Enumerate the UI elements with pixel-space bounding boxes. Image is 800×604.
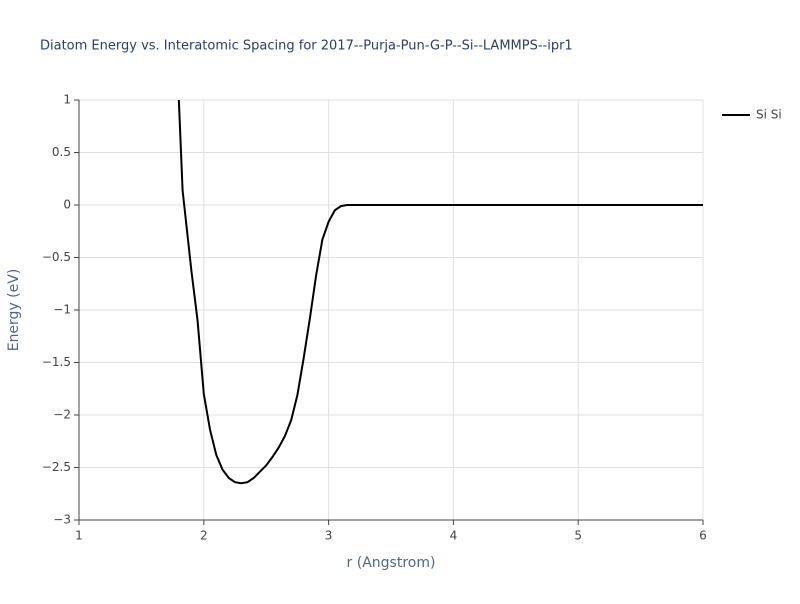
legend-label: Si Si — [756, 108, 782, 122]
y-tick-label: −2.5 — [42, 460, 71, 474]
y-tick-label: 0.5 — [52, 145, 71, 159]
x-tick-label: 4 — [450, 529, 458, 543]
y-tick-label: −2 — [53, 408, 71, 422]
y-tick-label: 1 — [63, 93, 71, 107]
y-axis-label: Energy (eV) — [6, 269, 22, 352]
y-tick-label: −0.5 — [42, 250, 71, 264]
series-line — [177, 99, 703, 485]
y-tick-label: 0 — [63, 198, 71, 212]
y-tick-label: −1 — [53, 303, 71, 317]
x-tick-label: 6 — [699, 529, 707, 543]
x-tick-label: 5 — [574, 529, 582, 543]
x-axis-label: r (Angstrom) — [347, 555, 436, 571]
y-tick-label: −3 — [53, 513, 71, 527]
chart-title: Diatom Energy vs. Interatomic Spacing fo… — [40, 39, 573, 54]
x-tick-label: 3 — [325, 529, 333, 543]
x-tick-label: 2 — [200, 529, 208, 543]
y-tick-label: −1.5 — [42, 355, 71, 369]
x-tick-label: 1 — [75, 529, 83, 543]
